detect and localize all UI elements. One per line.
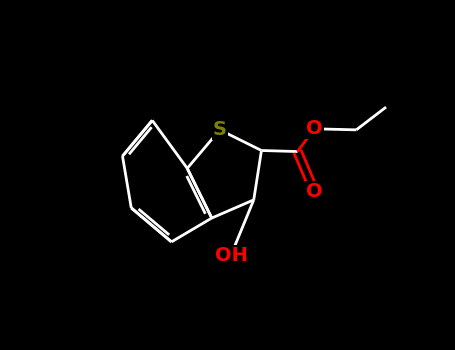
- Text: OH: OH: [215, 246, 248, 265]
- Text: O: O: [306, 182, 323, 201]
- Text: S: S: [213, 120, 227, 139]
- Text: O: O: [306, 119, 323, 138]
